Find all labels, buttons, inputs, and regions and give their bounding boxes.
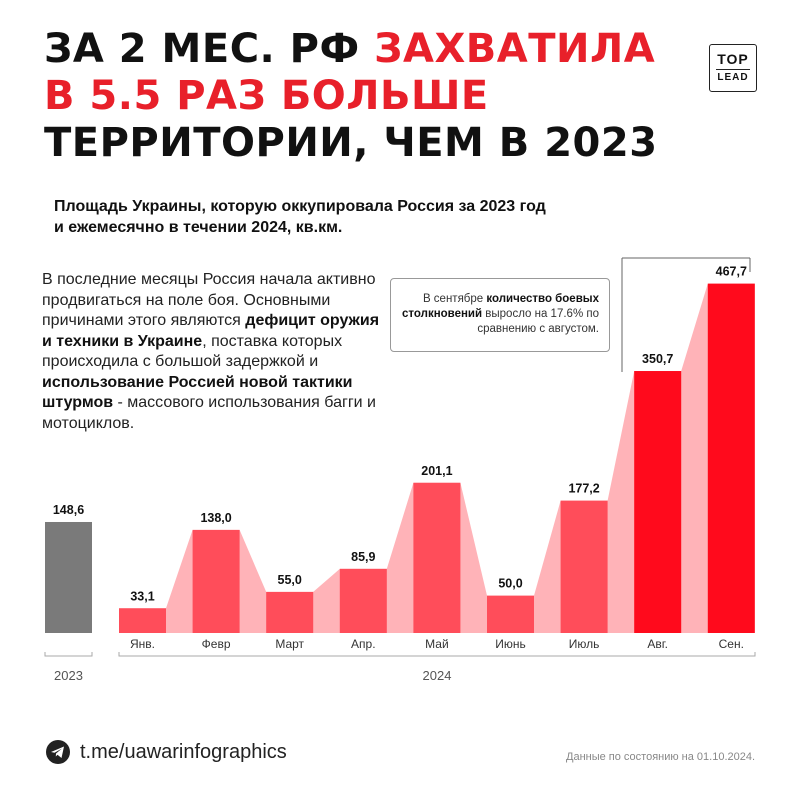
bar-value-label: 50,0	[498, 577, 522, 591]
callout-note: В сентябре количество боевых столкновени…	[390, 278, 610, 352]
month-tick-label: Февр	[202, 637, 231, 651]
bar-value-label: 33,1	[130, 589, 154, 603]
logo-top-text: TOP	[717, 51, 749, 67]
description-text: В последние месяцы Россия начала активно…	[42, 270, 382, 434]
desc-p1: В последние месяцы Россия начала активно…	[42, 271, 376, 329]
month-tick-label: Апр.	[351, 637, 376, 651]
bar-5	[413, 482, 461, 633]
desc-bold2: использование Россией новой тактики штур…	[42, 373, 353, 412]
bar-value-label: 55,0	[278, 573, 302, 587]
bar-2023-value-label: 148,6	[53, 503, 84, 517]
toplead-logo: TOP LEAD	[709, 44, 757, 92]
subtitle-line2: и ежемесячно в течении 2024, кв.км.	[54, 219, 343, 236]
subtitle-line1: Площадь Украины, которую оккупировала Ро…	[54, 198, 546, 215]
bar-value-label: 467,7	[716, 265, 747, 279]
bar-value-label: 201,1	[421, 464, 452, 478]
month-tick-label: Июнь	[495, 637, 526, 651]
month-tick-label: Май	[425, 637, 449, 651]
bar-4	[339, 568, 387, 633]
headline-line1-red: ЗАХВАТИЛА	[374, 26, 656, 72]
note-t1: В сентябре	[422, 293, 487, 305]
bar-value-label: 177,2	[568, 482, 599, 496]
chart-subtitle: Площадь Украины, которую оккупировала Ро…	[54, 196, 654, 238]
month-tick-label: Янв.	[130, 637, 155, 651]
bar-9	[707, 283, 755, 633]
logo-bottom-text: LEAD	[717, 72, 749, 83]
bar-6	[487, 595, 534, 633]
telegram-link[interactable]: t.me/uawarinfographics	[80, 741, 287, 763]
group-label-2024: 2024	[423, 668, 452, 683]
bar-7	[560, 500, 608, 633]
bar-value-label: 350,7	[642, 352, 673, 366]
month-tick-label: Авг.	[647, 637, 668, 651]
note-t2: выросло на 17.6% по сравнению с августом…	[477, 308, 599, 335]
group-bracket-2023	[44, 652, 93, 657]
bar-2	[192, 529, 240, 633]
bar-1	[119, 608, 166, 633]
headline-line3: ТЕРРИТОРИИ, ЧЕМ В 2023	[44, 120, 658, 166]
logo-divider	[716, 69, 750, 70]
desc-p3: - массового использования багги и мотоци…	[42, 394, 376, 432]
bar-2023	[45, 521, 92, 633]
note-bold: количество боевых столкновений	[402, 293, 599, 320]
desc-p2: , поставка которых происходила с большой…	[42, 332, 343, 371]
data-date-note: Данные по состоянию на 01.10.2024.	[566, 751, 756, 763]
month-tick-label: Июль	[569, 637, 600, 651]
group-bracket-2024	[118, 652, 756, 657]
headline-line1-black: ЗА 2 МЕС. РФ	[44, 26, 375, 72]
headline-line2: В 5.5 РАЗ БОЛЬШЕ	[44, 73, 489, 119]
bar-value-label: 85,9	[351, 550, 375, 564]
bar-value-label: 138,0	[200, 511, 231, 525]
group-label-2023: 2023	[54, 668, 83, 683]
headline: ЗА 2 МЕС. РФ ЗАХВАТИЛА В 5.5 РАЗ БОЛЬШЕ …	[44, 26, 658, 167]
desc-bold1: дефицит оружия и техники в Украине	[42, 312, 380, 350]
bar-8	[634, 371, 682, 633]
month-tick-label: Сен.	[719, 637, 744, 651]
telegram-icon	[46, 740, 70, 764]
bar-3	[266, 591, 314, 633]
month-tick-label: Март	[275, 637, 304, 651]
